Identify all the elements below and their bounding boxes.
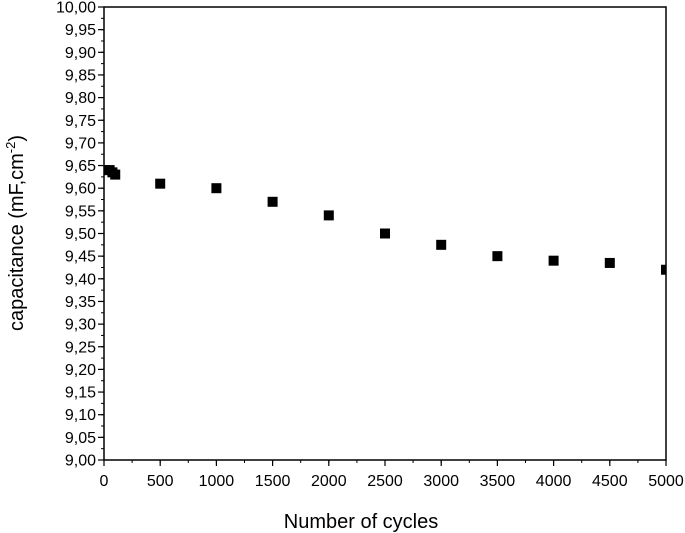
y-tick-label: 9,40 [65, 271, 96, 288]
x-tick-labels: 0 500 1000 1500 2000 2500 3000 3500 4000 4500 5000 [100, 473, 684, 490]
y-axis-label-main: capacitance (mF,cm [6, 153, 28, 331]
y-tick-label: 9,35 [65, 294, 96, 311]
y-tick-label: 9,20 [65, 362, 96, 379]
data-point [155, 178, 166, 189]
plot-frame [103, 6, 667, 461]
x-tick-label: 0 [100, 473, 109, 490]
y-tick-label: 9,00 [65, 453, 96, 470]
x-tick-label: 3000 [423, 473, 459, 490]
y-tick-label: 10,00 [56, 0, 96, 17]
y-tick-label: 9,50 [65, 226, 96, 243]
x-axis-label: Number of cycles [284, 511, 439, 533]
major-ticks [98, 6, 667, 466]
y-tick-label: 9,55 [65, 203, 96, 220]
y-tick-label: 9,70 [65, 135, 96, 152]
data-point [604, 257, 615, 268]
y-tick-label: 9,30 [65, 317, 96, 334]
x-tick-label: 1000 [199, 473, 235, 490]
data-point [380, 228, 390, 239]
data-points [104, 165, 666, 275]
x-tick-label: 1500 [255, 473, 291, 490]
x-tick-label: 3500 [480, 473, 516, 490]
y-axis-label-end: ) [6, 135, 28, 142]
x-tick-label: 2000 [311, 473, 347, 490]
y-tick-label: 9,15 [65, 385, 96, 402]
y-tick-label: 9,45 [65, 249, 96, 266]
data-point [548, 255, 559, 266]
y-tick-label: 9,10 [65, 407, 96, 424]
data-point [267, 196, 278, 207]
y-tick-label: 9,75 [65, 113, 96, 130]
data-point [211, 183, 222, 194]
y-tick-label: 9,60 [65, 181, 96, 198]
data-point [323, 210, 334, 221]
y-tick-label: 9,95 [65, 22, 96, 39]
data-point [110, 169, 121, 180]
x-tick-label: 5000 [648, 473, 684, 490]
y-tick-label: 9,90 [65, 45, 96, 62]
x-tick-label: 4500 [592, 473, 628, 490]
y-tick-label: 9,80 [65, 90, 96, 107]
y-tick-labels: 9,00 9,05 9,10 9,15 9,20 9,25 9,30 9,35 9,40 9,45… [56, 0, 96, 470]
y-tick-label: 9,05 [65, 430, 96, 447]
data-point [661, 264, 666, 275]
y-tick-label: 9,25 [65, 339, 96, 356]
x-tick-label: 500 [147, 473, 174, 490]
x-tick-label: 4000 [536, 473, 572, 490]
y-tick-label: 9,65 [65, 158, 96, 175]
y-tick-label: 9,85 [65, 67, 96, 84]
y-axis-label-superscript: -2 [3, 142, 18, 154]
data-point [492, 251, 503, 262]
x-tick-label: 2500 [367, 473, 403, 490]
y-axis-label: capacitance (mF,cm-2) [3, 135, 28, 331]
data-point [436, 239, 447, 250]
